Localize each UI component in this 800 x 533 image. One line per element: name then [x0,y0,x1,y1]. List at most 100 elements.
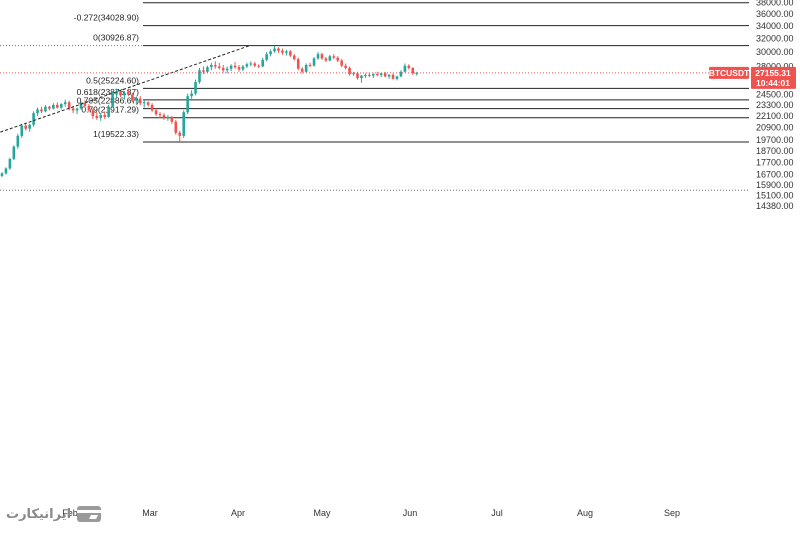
candle-body [71,108,75,111]
candle-67 [265,52,268,62]
candle-38 [150,103,154,113]
candle-body [115,91,118,95]
candle-body [245,64,249,67]
y-tick-20: 14380.00 [756,201,794,211]
candle-61 [241,64,245,72]
candle-3 [12,145,16,161]
fib-label-4: 0.5(25224.60) [86,75,139,85]
fib-label-6: 0.705(22886.67) [77,96,140,106]
candle-39 [154,108,158,117]
candle-91 [360,74,363,83]
candle-body [40,109,43,112]
candle-body [91,110,95,117]
candle-body [99,115,103,118]
candle-36 [142,100,146,108]
candle-82 [324,56,328,63]
candle-body [237,67,241,70]
candle-88 [348,66,351,76]
candle-35 [138,96,142,105]
candle-body [206,67,209,72]
candle-body [241,66,245,70]
candle-body [391,74,395,79]
candle-7 [28,123,31,132]
candle-19 [75,107,79,115]
candle-body [233,65,237,68]
candle-30 [119,90,122,98]
candle-body [182,112,185,136]
time-axis[interactable]: Feb Mar Apr May Jun Jul Aug Sep [62,508,680,518]
candle-body [356,73,359,79]
candle-10 [40,106,43,114]
symbol-tag [709,66,749,79]
fib-label-3: 0(30926.87) [93,33,139,43]
candle-body [135,98,138,101]
candle-body [83,103,87,106]
candle-body [265,54,268,60]
candle-33 [131,92,134,103]
candle-86 [340,59,343,68]
candle-11 [44,104,47,113]
candle-25 [99,113,103,121]
candle-64 [253,62,257,68]
candle-24 [95,112,99,120]
symbol-label: BTCUSDT [709,68,750,78]
candle-body [194,81,197,94]
candle-54 [214,61,217,69]
candle-body [324,58,328,61]
candle-12 [48,105,51,111]
candle-body [79,103,83,109]
candle-body [119,91,122,96]
candle-body [403,65,407,72]
candle-body [368,74,371,76]
watermark-text: ایرانیکارت [6,506,72,522]
candle-body [257,65,261,67]
candle-body [399,71,403,77]
candle-body [154,110,158,115]
candle-body [221,67,225,71]
candle-5 [20,123,24,138]
candle-49 [194,79,197,96]
candle-body [332,56,336,58]
candle-44 [174,119,178,135]
price-axis[interactable]: 46000.0042000.0040000.0038000.0036000.00… [756,0,794,211]
candle-body [229,65,233,69]
candle-body [217,66,221,68]
candle-body [395,76,399,79]
candle-body [123,92,126,96]
candle-body [56,104,59,108]
candle-body [273,48,276,52]
candle-20 [79,101,83,110]
candle-body [12,146,16,159]
candle-body [186,96,189,113]
y-tick-5: 34000.00 [756,21,794,31]
candle-34 [135,97,138,105]
candle-body [63,102,67,105]
x-tick-0: Feb [62,508,78,518]
candle-62 [245,62,249,68]
candle-75 [296,57,300,71]
candle-95 [375,71,379,77]
candle-body [67,102,71,109]
candle-101 [399,70,403,78]
x-tick-4: Jun [403,508,418,518]
candle-body [225,68,229,71]
candle-79 [312,56,316,67]
candle-102 [403,63,407,73]
y-tick-15: 18700.00 [756,146,794,156]
x-tick-5: Jul [491,508,503,518]
watermark: ایرانیکارت [6,503,105,525]
candle-body [379,73,383,75]
candle-83 [328,54,332,62]
candle-body [48,106,51,109]
candle-body [36,109,39,114]
countdown-label: 10:44:01 [756,78,790,88]
candle-body [328,56,332,61]
candle-22 [87,104,91,113]
candle-48 [190,90,193,99]
candle-body [103,115,106,117]
candle-body [142,102,146,104]
candle-body [150,104,154,111]
candle-87 [344,63,347,70]
candle-body [127,92,130,95]
